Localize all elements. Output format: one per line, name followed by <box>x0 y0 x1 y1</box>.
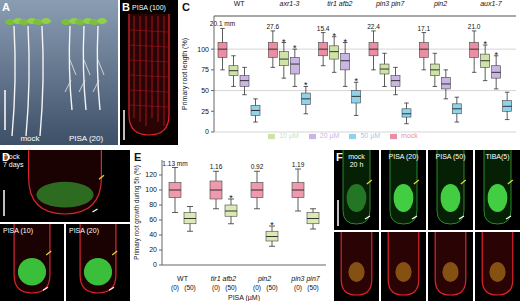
svg-text:17.1: 17.1 <box>418 25 431 32</box>
html-text:B: B <box>122 1 130 13</box>
svg-text:Primary root length (%): Primary root length (%) <box>181 38 189 110</box>
svg-text:pin2: pin2 <box>257 275 271 283</box>
svg-text:(0): (0) <box>294 284 302 292</box>
svg-text:15.4: 15.4 <box>317 25 330 32</box>
svg-text:(0): (0) <box>212 284 220 292</box>
svg-text:22.4: 22.4 <box>367 23 380 30</box>
svg-text:PISA (µM): PISA (µM) <box>228 294 260 301</box>
svg-text:100: 100 <box>145 186 157 193</box>
svg-text:*: * <box>343 37 347 47</box>
svg-text:40: 40 <box>149 231 157 238</box>
svg-text:(0): (0) <box>171 284 179 292</box>
svg-text:50: 50 <box>201 87 209 94</box>
html-text:10 µM: 10 µM <box>279 132 299 139</box>
svg-text:WT: WT <box>177 275 189 282</box>
html-text:C: C <box>182 1 190 13</box>
svg-text:100: 100 <box>197 46 209 53</box>
svg-text:*: * <box>293 43 297 53</box>
svg-text:25: 25 <box>201 108 209 115</box>
html-text:20 µM: 20 µM <box>319 132 340 139</box>
svg-text:PISA (20): PISA (20) <box>69 227 99 235</box>
svg-text:axr1-3: axr1-3 <box>280 0 300 7</box>
svg-text:0.92: 0.92 <box>251 163 264 170</box>
svg-text:aux1-7: aux1-7 <box>480 0 503 7</box>
svg-text:*: * <box>483 39 487 49</box>
svg-text:(50): (50) <box>266 284 278 292</box>
svg-text:Primary root growth during 5h: Primary root growth during 5h (%) <box>133 165 141 260</box>
svg-text:tir1 afb2: tir1 afb2 <box>327 0 352 7</box>
svg-text:PISA (20): PISA (20) <box>69 134 104 143</box>
svg-text:*: * <box>494 50 498 60</box>
svg-text:(50): (50) <box>307 284 319 292</box>
svg-text:TIBA(5): TIBA(5) <box>485 153 509 161</box>
svg-text:pin2: pin2 <box>433 0 447 8</box>
svg-text:*: * <box>332 31 336 41</box>
svg-text:1.19: 1.19 <box>292 161 305 168</box>
svg-text:0: 0 <box>205 128 209 135</box>
html-text:E: E <box>134 151 142 163</box>
html-text:D: D <box>2 151 10 163</box>
html-text:mock: mock <box>3 153 20 160</box>
svg-text:(50): (50) <box>184 284 196 292</box>
svg-text:*: * <box>304 80 308 90</box>
svg-text:20: 20 <box>149 246 157 253</box>
svg-text:(0): (0) <box>253 284 261 292</box>
svg-text:*: * <box>282 37 286 47</box>
svg-text:WT: WT <box>234 0 246 7</box>
svg-text:pin3 pin7: pin3 pin7 <box>290 275 321 283</box>
html-text:F: F <box>336 151 343 163</box>
svg-text:0: 0 <box>153 261 157 268</box>
svg-text:*: * <box>229 193 233 203</box>
html-text:50 µM: 50 µM <box>360 132 380 139</box>
svg-text:*: * <box>354 76 358 86</box>
svg-text:tir1 afb2: tir1 afb2 <box>211 275 236 282</box>
html-text:7 days: 7 days <box>3 161 24 168</box>
svg-text:*: * <box>270 220 274 230</box>
svg-text:PISA (50): PISA (50) <box>436 153 466 161</box>
svg-text:20.1 mm: 20.1 mm <box>209 20 236 28</box>
svg-text:80: 80 <box>149 201 157 208</box>
svg-text:1.16: 1.16 <box>210 163 223 170</box>
svg-text:(50): (50) <box>225 284 237 292</box>
svg-text:mock20 h: mock20 h <box>348 153 365 168</box>
svg-text:PISA (100): PISA (100) <box>132 4 166 12</box>
svg-text:21.0: 21.0 <box>468 23 481 30</box>
svg-text:pin3 pin7: pin3 pin7 <box>375 0 406 8</box>
svg-text:1.13 mm: 1.13 mm <box>162 160 187 167</box>
html-text:A: A <box>2 1 10 13</box>
svg-text:PISA (20): PISA (20) <box>389 153 419 161</box>
html-text:mock: mock <box>401 132 418 139</box>
svg-text:120: 120 <box>145 171 157 178</box>
svg-text:60: 60 <box>149 216 157 223</box>
svg-text:27.6: 27.6 <box>267 23 280 30</box>
svg-text:75: 75 <box>201 66 209 73</box>
svg-text:PISA (10): PISA (10) <box>3 227 33 235</box>
svg-text:mock: mock <box>20 134 40 143</box>
